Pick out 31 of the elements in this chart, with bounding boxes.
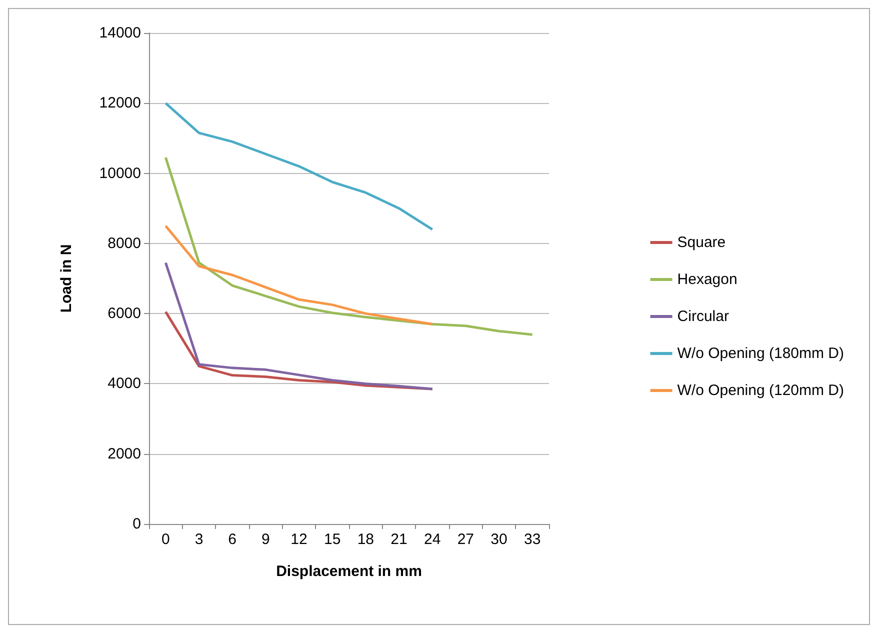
y-tick-label: 10000 — [99, 164, 141, 182]
line-series — [164, 261, 434, 390]
x-tick-label: 33 — [524, 531, 541, 548]
x-tick-label: 24 — [424, 531, 441, 548]
y-tick-label: 0 — [132, 516, 141, 532]
y-tick-label: 14000 — [99, 24, 141, 42]
legend-label: W/o Opening (180mm D) — [677, 345, 844, 362]
x-tick-label: 18 — [357, 531, 374, 548]
x-tick-label: 12 — [290, 531, 308, 548]
y-tick-label: 6000 — [108, 305, 141, 322]
y-tick-label: 2000 — [108, 445, 141, 462]
x-tick-label: 6 — [228, 531, 237, 548]
x-tick-label: 30 — [490, 531, 508, 548]
line-series — [164, 156, 534, 336]
x-tick-label: 0 — [161, 531, 170, 548]
x-axis-title: Displacement in mm — [276, 563, 422, 580]
legend-label: Circular — [677, 308, 729, 325]
y-tick-label: 8000 — [108, 234, 141, 252]
y-axis-title: Load in N — [58, 244, 75, 313]
line-series — [164, 224, 434, 326]
x-tick-label: 21 — [390, 531, 408, 548]
y-tick-label: 4000 — [108, 375, 141, 392]
line-series — [164, 102, 434, 231]
x-tick-label: 15 — [324, 531, 341, 548]
x-tick-label: 9 — [261, 531, 270, 548]
y-tick-label: 12000 — [99, 94, 141, 112]
x-tick-label: 3 — [194, 531, 204, 548]
x-tick-label: 27 — [457, 531, 474, 548]
legend-label: Square — [677, 234, 726, 251]
legend-label: W/o Opening (120mm D) — [677, 382, 844, 399]
legend-label: Hexagon — [677, 271, 738, 288]
